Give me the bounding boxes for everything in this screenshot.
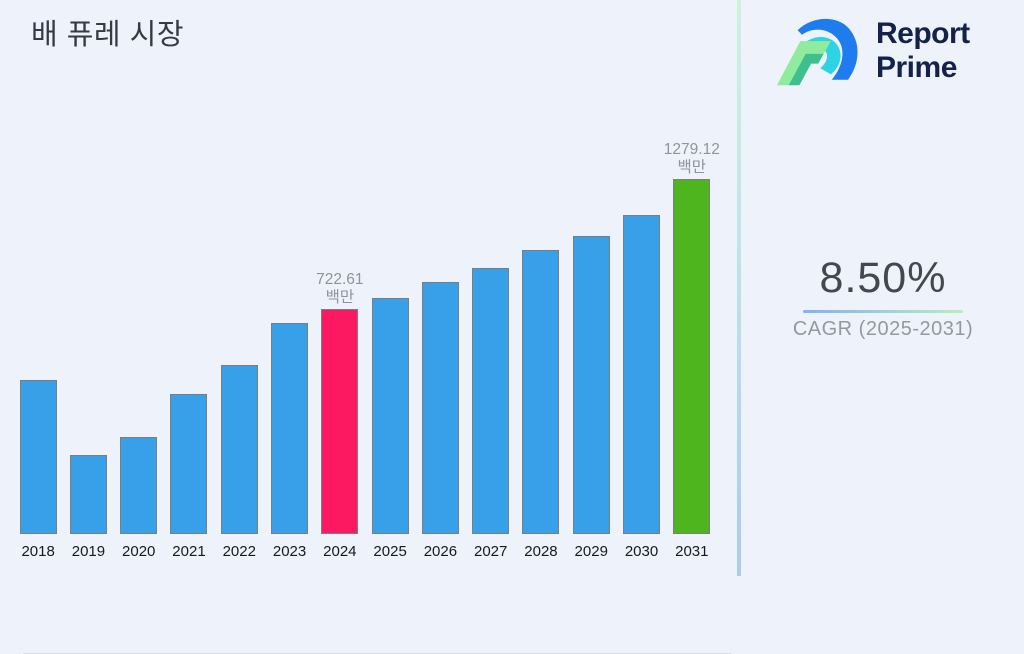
bar-value-label-2031: 1279.12 백만: [632, 141, 752, 177]
bar-2027: [472, 268, 510, 534]
plot-area-2018: [13, 120, 63, 534]
x-axis-tick-2031: 2031: [675, 543, 709, 560]
bar-2019: [69, 455, 107, 534]
chart-column-2026: 2026: [415, 120, 465, 560]
plot-area-2027: [466, 120, 516, 534]
brand-name-line2: Prime: [876, 51, 957, 84]
chart-column-2018: 2018: [13, 120, 63, 560]
chart-column-2029: 2029: [566, 120, 616, 560]
x-axis-tick-2019: 2019: [71, 543, 106, 560]
x-axis-tick-2028: 2028: [524, 543, 558, 560]
bar-chart: 2018 2019 2020 2021 2022 2023 722.61 백만 2024 2025…: [13, 120, 731, 654]
plot-area-2023: [264, 120, 314, 534]
bar-2023: [271, 323, 309, 534]
bar-2020: [120, 437, 158, 534]
bar-2028: [522, 250, 560, 534]
chart-column-2030: 2030: [616, 120, 666, 560]
chart-column-2031: 1279.12 백만 2031: [664, 120, 720, 560]
bar-2029: [572, 236, 610, 534]
plot-area-2020: [114, 120, 164, 534]
plot-area-2031: 1279.12 백만: [664, 120, 720, 534]
plot-area-2024: 722.61 백만: [315, 120, 365, 534]
x-axis-tick-2021: 2021: [172, 543, 206, 560]
x-axis-tick-2025: 2025: [373, 543, 407, 560]
plot-area-2029: [566, 120, 616, 534]
plot-area-2030: [616, 120, 666, 534]
bar-2021: [170, 394, 208, 534]
plot-area-2019: [63, 120, 113, 534]
cagr-block: 8.50% CAGR (2025-2031): [742, 254, 1024, 341]
chart-column-2020: 2020: [114, 120, 164, 560]
x-axis-tick-2018: 2018: [21, 543, 55, 560]
bar-value-label-line: 백만: [325, 289, 355, 307]
chart-column-2024: 722.61 백만 2024: [315, 120, 365, 560]
plot-area-2028: [516, 120, 566, 534]
bar-value-label-line: 백만: [677, 159, 707, 177]
brand-lockup: Report Prime: [776, 10, 970, 92]
bar-2018: [19, 380, 57, 534]
bar-2031: [673, 179, 711, 534]
bar-2022: [220, 365, 258, 534]
bar-value-label-2024: 722.61 백만: [280, 271, 400, 307]
x-axis-tick-2020: 2020: [122, 543, 156, 560]
chart-column-2022: 2022: [214, 120, 264, 560]
vertical-divider: [737, 0, 741, 576]
bar-2024: [321, 309, 359, 534]
x-axis-tick-2023: 2023: [272, 543, 307, 560]
plot-area-2025: [365, 120, 415, 534]
page-title: 배 퓨레 시장: [31, 19, 185, 51]
plot-area-2021: [164, 120, 214, 534]
x-axis-tick-2022: 2022: [222, 543, 256, 560]
x-axis-tick-2027: 2027: [473, 543, 508, 560]
report-prime-logo-icon: [776, 18, 858, 86]
bar-2026: [421, 282, 459, 534]
chart-column-2021: 2021: [164, 120, 214, 560]
brand-name-line1: Report: [876, 17, 970, 51]
chart-column-2019: 2019: [63, 120, 113, 560]
cagr-label: CAGR (2025-2031): [792, 318, 974, 340]
bar-2025: [371, 298, 409, 534]
chart-column-2025: 2025: [365, 120, 415, 560]
plot-area-2022: [214, 120, 264, 534]
x-axis-tick-2030: 2030: [624, 543, 659, 560]
brand-name: Report Prime: [876, 17, 970, 84]
chart-column-2028: 2028: [516, 120, 566, 560]
chart-column-2027: 2027: [466, 120, 516, 560]
x-axis-tick-2024: 2024: [323, 543, 357, 560]
x-axis-tick-2029: 2029: [574, 543, 608, 560]
bar-2030: [623, 215, 661, 534]
bar-value-label-line: 1279.12: [663, 141, 720, 159]
page-background: 배 퓨레 시장 2018 2019 2020 2021 2022 2023 722.61 백만…: [13, 0, 1024, 654]
cagr-underline: [803, 310, 963, 313]
x-axis-tick-2026: 2026: [423, 543, 458, 560]
cagr-value: 8.50%: [819, 254, 947, 302]
bar-value-label-line: 722.61: [316, 271, 364, 289]
plot-area-2026: [415, 120, 465, 534]
chart-column-2023: 2023: [264, 120, 314, 560]
